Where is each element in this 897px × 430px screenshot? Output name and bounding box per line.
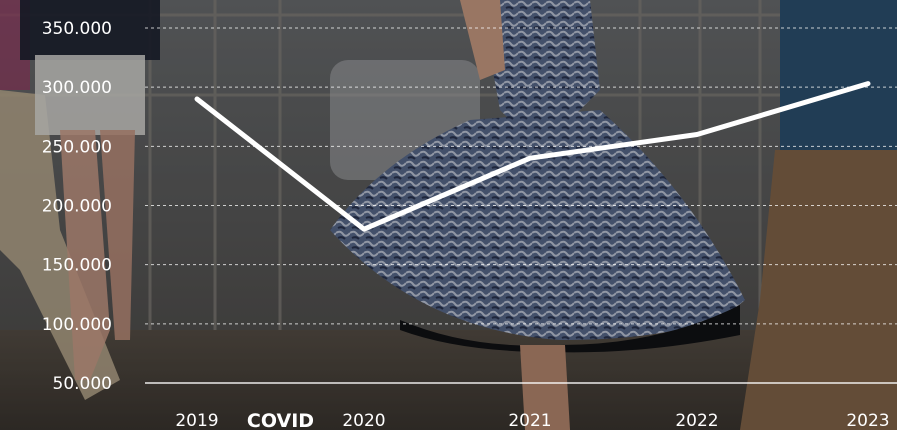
x-tick-label: 2023	[846, 411, 889, 430]
x-axis: 2019 2020 2021 2022 2023	[175, 411, 889, 430]
series-lines	[194, 81, 871, 232]
y-tick-label: 50.000	[53, 374, 112, 394]
covid-annotation: COVID	[247, 410, 314, 430]
y-tick-label: 350.000	[42, 19, 112, 39]
x-tick-label: 2020	[342, 411, 385, 430]
y-tick-label: 150.000	[42, 256, 112, 276]
y-tick-label: 300.000	[42, 78, 112, 98]
x-tick-label: 2019	[175, 411, 218, 430]
y-tick-label: 200.000	[42, 197, 112, 217]
y-tick-label: 100.000	[42, 315, 112, 335]
series-line	[194, 81, 871, 232]
x-tick-label: 2022	[675, 411, 718, 430]
y-tick-label: 250.000	[42, 137, 112, 157]
y-axis: 50.000 100.000 150.000 200.000 250.000 300.00…	[42, 19, 112, 394]
annotations: COVID	[247, 410, 314, 430]
x-tick-label: 2021	[508, 411, 551, 430]
grid-lines	[145, 27, 897, 384]
